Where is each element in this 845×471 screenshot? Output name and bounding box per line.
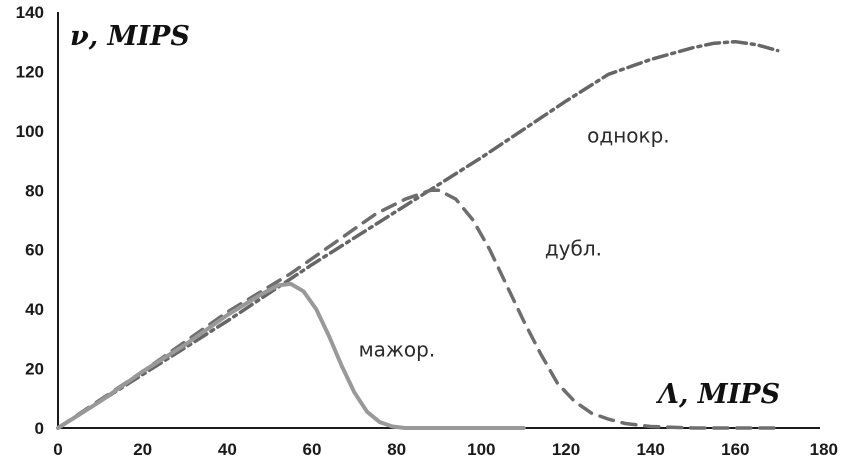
series-line-1 — [56, 39, 780, 430]
x-tick-label: 20 — [133, 440, 152, 459]
x-tick-labels: 0 20 40 60 80 100 120 140 160 180 — [53, 440, 838, 459]
y-tick-label: 20 — [25, 360, 44, 379]
series-line-3 — [56, 281, 526, 430]
x-tick-label: 40 — [218, 440, 237, 459]
y-axis-title: ν, MIPS — [70, 21, 190, 52]
x-tick-label: 120 — [552, 440, 580, 459]
x-tick-label: 60 — [303, 440, 322, 459]
y-tick-label: 40 — [25, 300, 44, 319]
series-lines — [56, 39, 780, 430]
y-tick-label: 140 — [16, 3, 44, 22]
series-label-3: мажор. — [359, 338, 436, 362]
x-axis-title: Λ, MIPS — [655, 379, 780, 410]
axes — [57, 12, 820, 429]
series-label-1: однокр. — [587, 124, 670, 148]
series-labels: однокр. дубл. мажор. — [359, 124, 670, 362]
series-label-2: дубл. — [545, 237, 602, 261]
y-tick-label: 120 — [16, 62, 44, 81]
x-tick-label: 100 — [467, 440, 495, 459]
y-tick-label: 0 — [35, 419, 44, 438]
y-tick-labels: 0 20 40 60 80 100 120 140 — [16, 3, 44, 438]
y-tick-label: 60 — [25, 241, 44, 260]
x-tick-label: 140 — [636, 440, 664, 459]
y-tick-label: 100 — [16, 122, 44, 141]
x-tick-label: 180 — [810, 440, 838, 459]
series-line-2 — [56, 188, 780, 430]
x-tick-label: 160 — [721, 440, 749, 459]
x-tick-label: 0 — [53, 440, 62, 459]
y-tick-label: 80 — [25, 181, 44, 200]
x-tick-label: 80 — [387, 440, 406, 459]
